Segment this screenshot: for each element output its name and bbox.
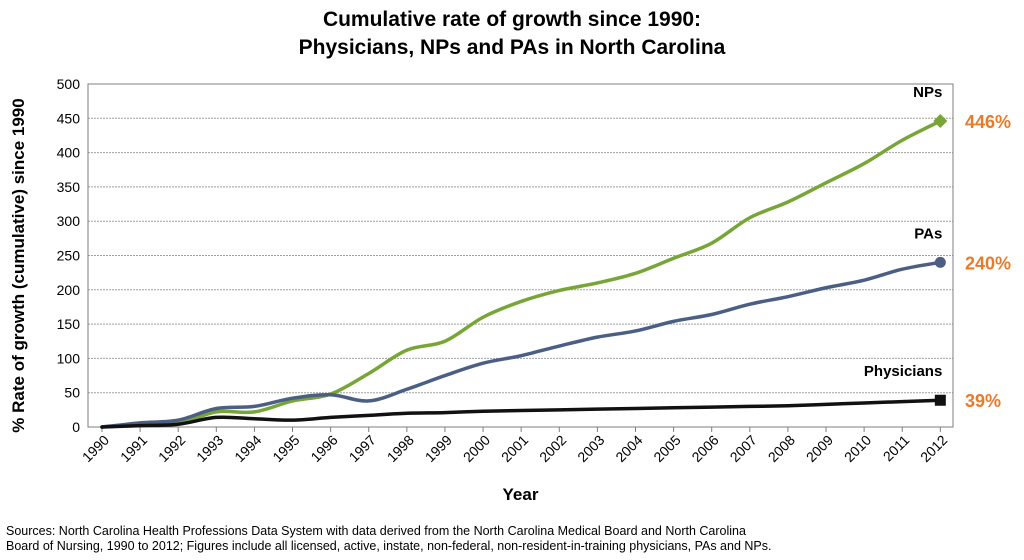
x-tick-label: 2012 [917,432,950,465]
source-line-1: Sources: North Carolina Health Professio… [6,524,746,538]
x-tick-label: 2006 [688,432,721,465]
series-end-value-label: 240% [965,253,1011,273]
x-tick-label: 2003 [574,432,607,465]
x-tick-label: 2004 [612,432,645,465]
y-tick-label: 350 [57,179,81,195]
series-marker-nps [933,114,948,129]
series-end-value-label: 39% [965,391,1001,411]
series-end-value-label: 446% [965,112,1011,132]
x-tick-label: 1998 [384,432,417,465]
x-tick-label: 2009 [803,432,836,465]
x-tick-label: 2007 [727,432,760,465]
y-tick-label: 200 [57,282,81,298]
source-line-2: Board of Nursing, 1990 to 2012; Figures … [6,539,772,553]
series-line-pas [100,260,943,429]
x-tick-label: 1997 [346,432,379,465]
series-line-physicians [100,398,943,429]
y-tick-label: 0 [72,419,80,435]
y-tick-label: 300 [57,213,81,229]
x-tick-label: 2008 [765,432,798,465]
x-tick-label: 1993 [193,432,226,465]
x-tick-label: 2001 [498,432,531,465]
x-tick-label: 1994 [231,432,264,465]
series-name-label: Physicians [864,363,942,380]
x-tick-label: 2000 [460,432,493,465]
y-tick-label: 50 [64,385,80,401]
x-tick-label: 2005 [650,432,683,465]
x-tick-label: 1996 [307,432,340,465]
x-tick-label: 2002 [536,432,569,465]
x-tick-label: 2011 [880,432,913,465]
x-tick-label: 1995 [269,432,302,465]
y-tick-label: 450 [57,110,81,126]
series-name-label: PAs [914,225,942,242]
series-name-label: NPs [913,84,942,101]
y-tick-label: 500 [57,76,81,92]
series-marker-physicians [934,394,946,406]
x-tick-label: 1990 [79,432,112,465]
series-marker-pas [934,256,946,268]
chart-title-line1: Cumulative rate of growth since 1990: [322,8,702,31]
x-axis-label: Year [503,485,539,504]
chart-title-line2: Physicians, NPs and PAs in North Carolin… [298,36,726,59]
x-tick-label: 1999 [422,432,455,465]
y-tick-label: 400 [57,145,81,161]
x-tick-label: 2010 [841,432,874,465]
y-axis-label: % Rate of growth (cumulative) since 1990 [9,98,28,432]
y-tick-label: 100 [57,350,81,366]
y-tick-label: 250 [57,248,81,264]
y-tick-label: 150 [57,316,81,332]
x-tick-label: 1992 [155,432,188,465]
series-line-nps [100,119,943,429]
x-tick-label: 1991 [117,432,150,465]
source-note: Sources: North Carolina Health Professio… [6,524,771,554]
plot-area [87,83,954,428]
